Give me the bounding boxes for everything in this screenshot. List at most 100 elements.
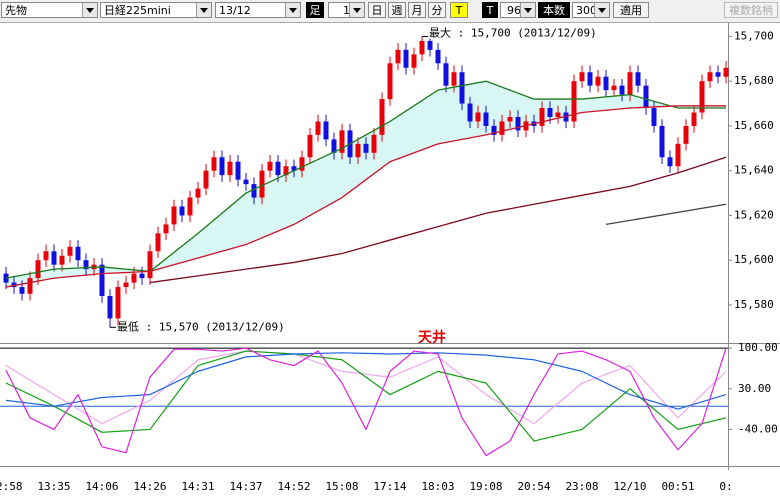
candle-body (411, 54, 417, 68)
symbol-select[interactable]: 日経225mini (100, 2, 212, 18)
candle-body (115, 287, 121, 319)
x-tick-label: 14:37 (229, 480, 262, 493)
moving-average (149, 156, 727, 284)
contract-select[interactable]: 13/12 (215, 2, 301, 18)
apply-button[interactable]: 適用 (613, 2, 649, 18)
y-tick-label: 15,640 (734, 164, 774, 177)
candle-body (683, 125, 689, 144)
candle-body (555, 112, 561, 117)
candle-body (443, 63, 449, 86)
candle-body (283, 166, 289, 176)
candle-body (699, 81, 705, 113)
y-tick-label: 15,580 (734, 298, 774, 311)
candle-body (707, 72, 713, 82)
moving-average (5, 105, 726, 288)
candle-body (323, 121, 329, 140)
candle-body (107, 296, 113, 319)
candle-body (627, 72, 633, 95)
candle-body (27, 278, 33, 294)
candle-body (611, 85, 617, 91)
bars-spin[interactable]: 3000 (572, 2, 610, 18)
toolbar: 先物 日経225mini 13/12 足 1 日 週 月 分 T T 96 本数… (0, 0, 780, 23)
market-select[interactable]: 先物 (1, 2, 98, 18)
oscillator-line (5, 350, 727, 425)
x-tick-label: 14:26 (133, 480, 166, 493)
candle-body (547, 108, 553, 117)
candle-body (467, 103, 473, 122)
y-tick-label: 15,620 (734, 208, 774, 221)
candle-body (259, 170, 265, 198)
candle-body (11, 282, 17, 288)
candle-body (187, 197, 193, 216)
candle-body (43, 251, 49, 261)
candle-body (171, 206, 177, 225)
candle-body (275, 161, 281, 176)
tick-button[interactable]: T (450, 2, 468, 18)
oscillator-line (5, 352, 727, 410)
label: 13/12 (219, 4, 251, 17)
week-button[interactable]: 週 (388, 2, 406, 18)
candle-body (571, 81, 577, 122)
candle-body (203, 170, 209, 189)
candle-body (451, 72, 457, 86)
y-tick-label: 15,680 (734, 74, 774, 87)
candle-body (515, 116, 521, 131)
multi-symbol-button[interactable]: 複数銘柄 (724, 2, 778, 18)
candle-body (619, 85, 625, 95)
candle-body (459, 72, 465, 104)
oscillator-line (5, 350, 727, 442)
x-tick-label: 13:35 (37, 480, 70, 493)
y-tick-label: -40.00 (738, 422, 778, 435)
candle-body (435, 49, 441, 64)
candle-body (227, 161, 233, 176)
x-tick-label: 0: (719, 480, 732, 493)
count-spin[interactable]: 96 (500, 2, 536, 18)
candle-body (651, 108, 657, 126)
y-tick-label: 15,600 (734, 253, 774, 266)
candle-body (251, 184, 257, 198)
candle-body (379, 99, 385, 135)
candle-body (211, 157, 217, 171)
t-label: T (482, 2, 498, 18)
candle-body (355, 143, 361, 158)
x-tick-label: 20:54 (517, 480, 550, 493)
candle-body (155, 233, 161, 252)
candle-body (139, 273, 145, 279)
candle-body (235, 161, 241, 180)
moving-average (5, 80, 726, 279)
y-tick-label: 15,700 (734, 29, 774, 42)
candle-body (539, 108, 545, 126)
interval-spin[interactable]: 1 (328, 2, 365, 18)
candle-body (291, 166, 297, 171)
high-annotation: 最大 : 15,700 (2013/12/09) (429, 25, 597, 39)
candle-body (51, 251, 57, 265)
x-tick-label: 00:51 (661, 480, 694, 493)
candle-body (267, 161, 273, 171)
x-tick-label: 12:58 (0, 480, 23, 493)
candle-body (675, 143, 681, 167)
candle-body (419, 40, 425, 55)
minute-button[interactable]: 分 (428, 2, 446, 18)
candle-body (123, 282, 129, 288)
label: 日経225mini (104, 4, 171, 17)
candle-body (67, 246, 73, 256)
x-tick-label: 17:14 (373, 480, 406, 493)
candle-body (315, 121, 321, 135)
candle-body (483, 112, 489, 126)
candle-body (667, 157, 673, 167)
candle-body (99, 264, 105, 297)
month-button[interactable]: 月 (408, 2, 426, 18)
candle-body (643, 85, 649, 109)
day-button[interactable]: 日 (368, 2, 386, 18)
candle-body (163, 224, 169, 234)
candle-body (603, 76, 609, 91)
candle-body (147, 251, 153, 279)
low-annotation: 最低 : 15,570 (2013/12/09) (117, 320, 285, 333)
count-label: 本数 (538, 2, 570, 18)
candle-body (723, 67, 729, 77)
candle-body (371, 134, 377, 153)
candle-body (587, 72, 593, 86)
candle-body (59, 255, 65, 265)
